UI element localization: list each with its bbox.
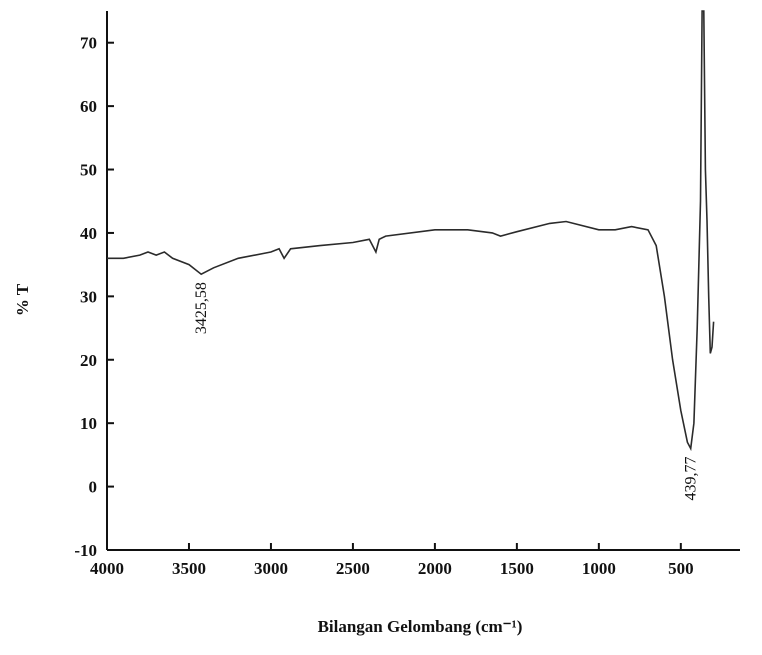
y-axis-label: % T xyxy=(13,283,32,316)
y-tick-label: 0 xyxy=(89,478,98,497)
y-tick-label: 20 xyxy=(80,351,97,370)
x-tick-label: 1500 xyxy=(500,559,534,578)
y-tick-label: 50 xyxy=(80,161,97,180)
x-tick-label: 1000 xyxy=(582,559,616,578)
spectrum-line xyxy=(107,10,715,452)
x-tick-label: 3000 xyxy=(254,559,288,578)
x-axis-label: Bilangan Gelombang (cm⁻¹) xyxy=(318,617,523,636)
x-tick-label: 500 xyxy=(668,559,694,578)
y-tick-label: -10 xyxy=(74,541,97,560)
x-tick-label: 3500 xyxy=(172,559,206,578)
peak-label: 439,77 xyxy=(683,457,700,501)
y-tick-label: 30 xyxy=(80,287,97,306)
x-tick-label: 2500 xyxy=(336,559,370,578)
y-tick-label: 60 xyxy=(80,97,97,116)
y-tick-label: 70 xyxy=(80,34,97,53)
x-tick-label: 2000 xyxy=(418,559,452,578)
x-tick-label: 4000 xyxy=(90,559,124,578)
peak-label: 3425,58 xyxy=(193,282,210,334)
y-tick-label: 40 xyxy=(80,224,97,243)
y-tick-label: 10 xyxy=(80,414,97,433)
